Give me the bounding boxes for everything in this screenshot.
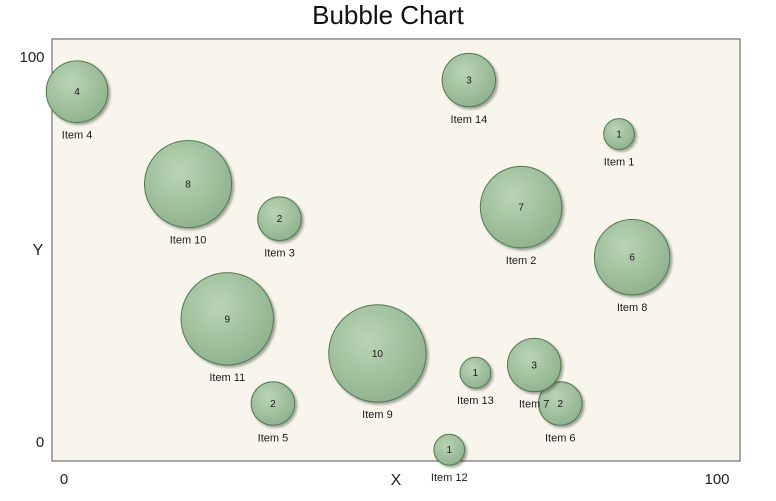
bubble-label-10: Item 10 xyxy=(170,235,207,247)
bubble-value-13: 1 xyxy=(473,368,479,379)
bubble-value-12: 1 xyxy=(446,445,452,456)
y-axis-label: Y xyxy=(33,242,44,259)
y-tick-max: 100 xyxy=(19,49,44,66)
bubble-value-9: 10 xyxy=(372,349,384,360)
bubble-label-9: Item 9 xyxy=(362,409,393,421)
bubble-label-1: Item 1 xyxy=(604,156,635,168)
bubble-value-11: 9 xyxy=(224,314,230,325)
bubble-12 xyxy=(433,433,466,466)
bubble-label-2: Item 2 xyxy=(506,255,537,267)
bubble-label-8: Item 8 xyxy=(617,302,648,314)
bubble-label-14: Item 14 xyxy=(451,114,488,126)
bubble-4 xyxy=(45,60,109,123)
bubble-7 xyxy=(506,337,562,393)
bubble-14 xyxy=(441,52,497,108)
bubble-label-4: Item 4 xyxy=(62,129,93,141)
bubble-9 xyxy=(328,304,427,403)
bubble-10 xyxy=(144,139,233,229)
bubble-value-1: 1 xyxy=(616,130,622,141)
chart-title: Bubble Chart xyxy=(312,0,464,30)
x-tick-min: 0 xyxy=(60,471,68,488)
bubble-label-6: Item 6 xyxy=(545,432,576,444)
bubble-value-7: 3 xyxy=(531,361,537,372)
bubble-value-6: 2 xyxy=(557,399,563,410)
x-axis-label: X xyxy=(391,472,402,489)
bubble-6 xyxy=(538,381,583,426)
bubble-value-10: 8 xyxy=(185,180,191,191)
bubble-value-8: 6 xyxy=(629,253,635,264)
bubble-value-3: 2 xyxy=(277,214,283,225)
bubble-series: 1 Item 1 7 Item 2 2 Item 3 4 Item 4 2 Item 5 2 Item… xyxy=(45,52,671,484)
bubble-13 xyxy=(459,356,492,389)
bubble-label-5: Item 5 xyxy=(258,432,289,444)
bubble-label-12: Item 12 xyxy=(431,472,468,484)
bubble-value-2: 7 xyxy=(518,203,524,214)
bubble-5 xyxy=(250,381,296,426)
bubble-3 xyxy=(257,196,302,241)
bubble-label-3: Item 3 xyxy=(264,247,295,259)
bubble-label-13: Item 13 xyxy=(457,395,494,407)
bubble-value-5: 2 xyxy=(270,399,276,410)
y-tick-min: 0 xyxy=(36,434,44,451)
bubble-value-4: 4 xyxy=(74,87,80,98)
bubble-11 xyxy=(180,272,274,366)
bubble-value-14: 3 xyxy=(466,76,472,87)
bubble-2 xyxy=(479,165,563,249)
bubble-label-7: Item 7 xyxy=(519,399,550,411)
bubble-1 xyxy=(603,118,635,150)
x-tick-max: 100 xyxy=(704,471,729,488)
bubble-8 xyxy=(593,218,671,296)
bubble-label-11: Item 11 xyxy=(209,372,245,384)
